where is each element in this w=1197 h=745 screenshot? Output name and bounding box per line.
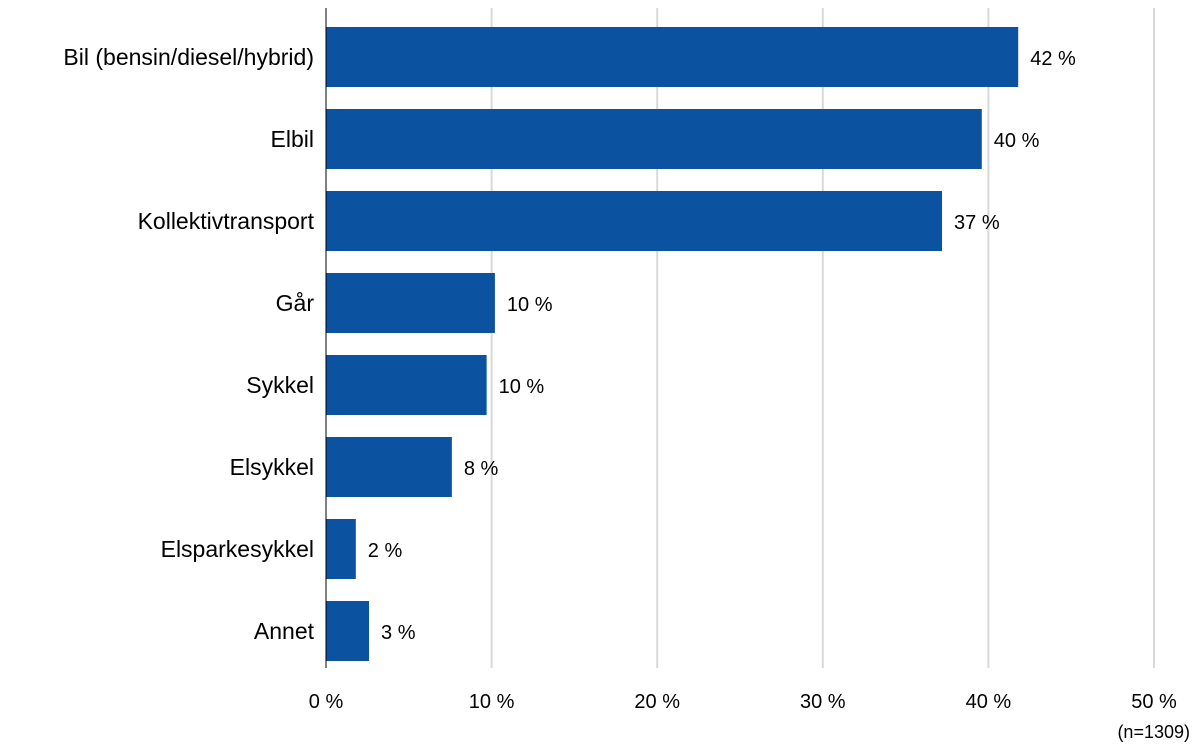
data-label: 3 %	[381, 622, 416, 644]
category-labels: Bil (bensin/diesel/hybrid) Elbil Kollektiv…	[63, 44, 314, 644]
bars	[326, 27, 1019, 661]
bar	[326, 601, 370, 661]
data-label: 8 %	[464, 458, 499, 480]
category-label: Sykkel	[246, 372, 314, 398]
bar	[326, 27, 1019, 87]
data-label: 10 %	[499, 376, 545, 398]
bar	[326, 519, 356, 579]
sample-size-note: (n=1309)	[1117, 722, 1190, 742]
data-label: 2 %	[368, 540, 403, 562]
category-label: Kollektivtransport	[138, 208, 315, 234]
data-label: 37 %	[954, 212, 1000, 234]
data-label: 42 %	[1030, 48, 1076, 70]
x-tick-label: 10 %	[469, 691, 515, 713]
x-tick-label: 20 %	[634, 691, 680, 713]
grid-lines	[490, 8, 1155, 668]
category-label: Annet	[254, 618, 315, 644]
category-label: Elbil	[271, 126, 314, 152]
x-axis-tick-labels: 0 % 10 % 20 % 30 % 40 % 50 %	[309, 691, 1177, 713]
x-tick-label: 30 %	[800, 691, 846, 713]
bar	[326, 437, 452, 497]
bar	[326, 273, 495, 333]
bar	[326, 355, 487, 415]
data-labels: 42 % 40 % 37 % 10 % 10 % 8 % 2 % 3 %	[368, 48, 1076, 644]
x-tick-label: 40 %	[966, 691, 1012, 713]
bar	[326, 109, 982, 169]
category-label: Elsykkel	[230, 454, 314, 480]
x-tick-label: 50 %	[1131, 691, 1177, 713]
category-label: Elsparkesykkel	[161, 536, 314, 562]
data-label: 10 %	[507, 294, 553, 316]
x-tick-label: 0 %	[309, 691, 344, 713]
bar	[326, 191, 943, 251]
category-label: Bil (bensin/diesel/hybrid)	[63, 44, 314, 70]
category-label: Går	[276, 290, 315, 316]
data-label: 40 %	[994, 130, 1040, 152]
